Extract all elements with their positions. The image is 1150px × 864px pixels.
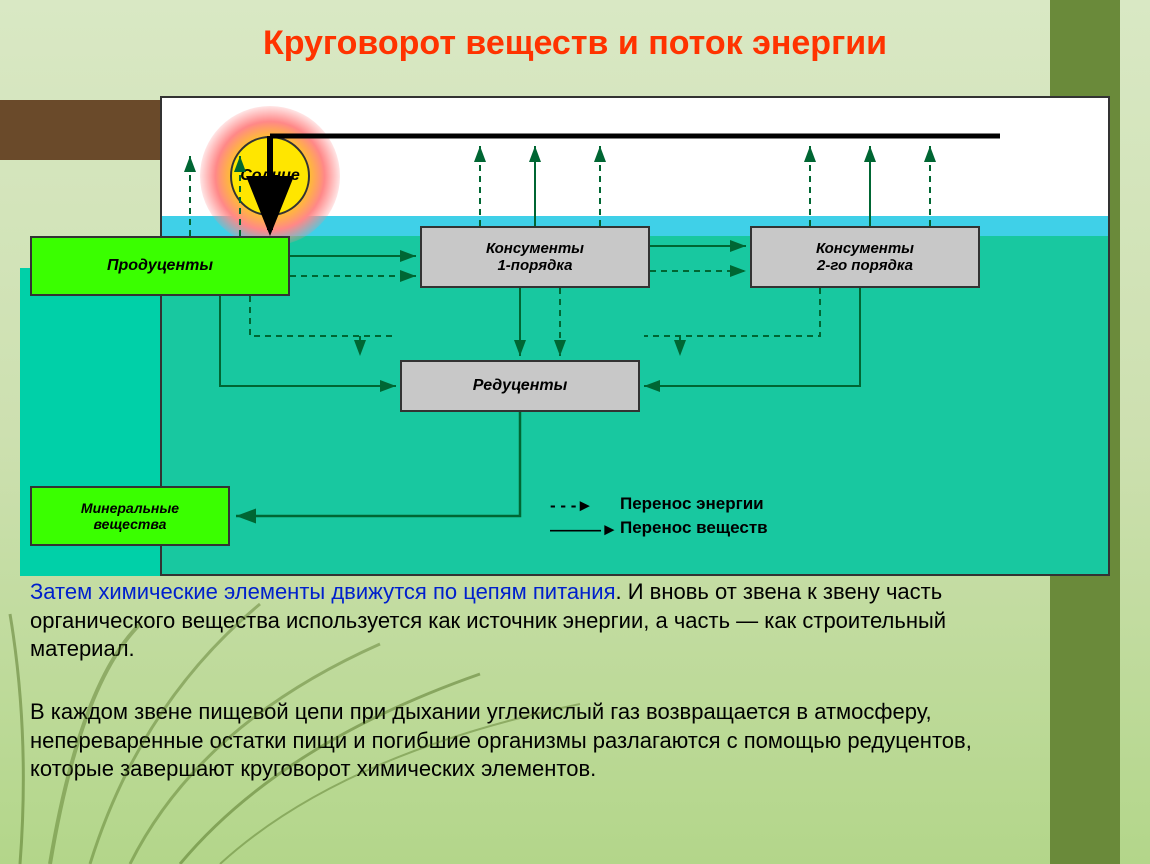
minerals-label2: вещества [94,516,167,532]
consumers2-label2: 2-го порядка [817,257,913,274]
deco-left-rect [0,100,160,160]
reducers-label: Редуценты [473,377,568,395]
consumers1-label1: Консументы [486,240,584,257]
legend-energy-text: Перенос энергии [620,494,764,514]
minerals-label1: Минеральные [81,500,179,516]
paragraph-1: Затем химические элементы движутся по це… [30,578,1030,664]
legend-matter-arrow: ———► [550,520,618,540]
producers-label: Продуценты [107,257,213,275]
para1-emphasis: Затем химические элементы движутся по це… [30,579,616,604]
consumers1-label2: 1-порядка [497,257,572,274]
sun-label: Солнце [240,167,300,185]
reducers-node: Редуценты [400,360,640,412]
sun-node: Солнце [230,136,310,216]
producers-node: Продуценты [30,236,290,296]
consumers1-node: Консументы 1-порядка [420,226,650,288]
slide-title: Круговорот веществ и поток энергии [0,24,1150,63]
minerals-node: Минеральные вещества [30,486,230,546]
slide: Круговорот веществ и поток энергии Солнц… [0,0,1150,864]
consumers2-node: Консументы 2-го порядка [750,226,980,288]
energy-flow-diagram: Солнце Продуценты Консументы 1-порядка К… [160,96,1110,576]
legend-matter-text: Перенос веществ [620,518,768,538]
paragraph-2: В каждом звене пищевой цепи при дыхании … [30,698,1030,784]
legend-energy-arrow: - - -► [550,496,593,516]
consumers2-label1: Консументы [816,240,914,257]
